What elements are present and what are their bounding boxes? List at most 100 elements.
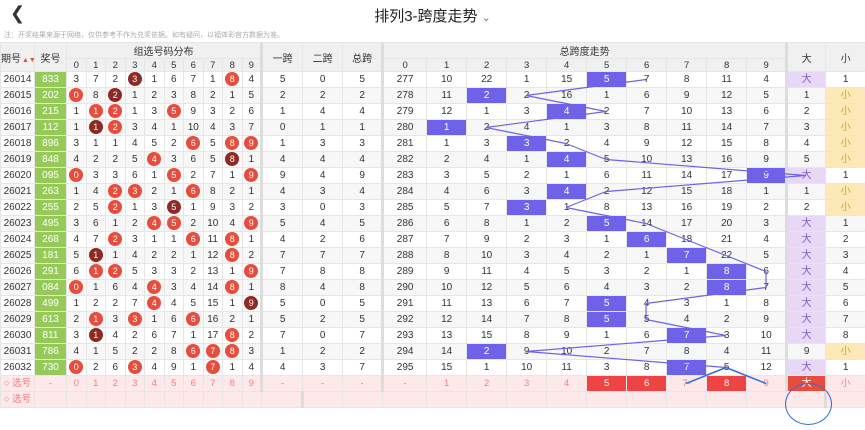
big-cell: 4 [785,135,827,152]
select-digit-4[interactable]: 4 [144,375,165,392]
dist-cell-0: 0 [66,359,87,376]
dist-cell-6: 6 [183,135,204,152]
select-prize: - [34,375,67,392]
select-digit-3[interactable]: 3 [124,375,145,392]
small-cell: 小 [825,87,865,104]
trend-cell-5: 8 [586,199,628,216]
trend-cell-6: 6 [626,87,668,104]
dist-cell-8: 8 [222,71,243,88]
select-digit-1[interactable]: 1 [85,375,106,392]
total-cell: 4 [342,151,384,168]
dist-cell-2: 2 [105,87,126,104]
sort-icon[interactable]: ▲▼ [22,56,35,64]
select-row: ○ 选号 -0 1 2 3 4 5 6 7 8 9- - - -1 2 3 4 5 6 7- 8 9 大小 [0,375,865,392]
prize-cell: 268 [34,231,67,248]
trend-cell-5: 1 [586,87,628,104]
select-span-3[interactable]: 3 [506,375,548,392]
select-big[interactable]: 大 [785,375,827,392]
trend-cell-8: 12 [706,87,748,104]
digit-header-6: 6 [183,58,204,72]
dist-cell-4: 2 [144,87,165,104]
trend-cell-8: 20 [706,215,748,232]
hit-ball: 1 [88,120,103,135]
small-cell: 小 [825,183,865,200]
select-digit-8[interactable]: 8 [222,375,243,392]
dist-cell-9: 9 [241,135,263,152]
trend-cell-1: 10 [426,71,468,88]
select-cell [261,391,304,408]
select-span-2[interactable]: 2 [466,375,508,392]
hit-ball: 5 [166,216,181,231]
dist-cell-5: 4 [163,295,184,312]
select-digit-0[interactable]: 0 [66,375,87,392]
span2-cell: 4 [302,151,344,168]
select-label[interactable]: ○ 选号 [0,375,35,392]
select-small[interactable]: 小 [825,375,865,392]
select-cell [222,391,243,408]
dist-cell-2: 2 [105,183,126,200]
table-row: 26019 848 4 2 2 5 4 3 6 5 8 1 4 4 4 282 2 4 1 4 5 10 13 16 9 5 小 [0,151,865,168]
hit-ball: 9 [244,264,259,279]
trend-cell-4: 6 [546,279,588,296]
span2-cell: 7 [302,247,344,264]
dist-cell-9: 2 [241,247,263,264]
issue-cell: 26019 [0,151,35,168]
select-digit-7[interactable]: 7 [202,375,223,392]
trend-cell-8: 4 [706,343,748,360]
trend-cell-3: 3 [506,247,548,264]
trend-cell-3: 1 [506,71,548,88]
dist-cell-9: 7 [241,119,263,136]
span1-cell: 1 [260,135,304,152]
select-span-8[interactable]: 8 [706,375,748,392]
dist-cell-0: 1 [66,119,87,136]
dist-cell-8: 1 [222,295,243,312]
trend-cell-6: 6 [626,327,668,344]
span2-cell: 3 [302,183,344,200]
chevron-left-icon[interactable]: ❮ [10,3,26,23]
select-cell [466,391,508,408]
dist-cell-6: 6 [183,231,204,248]
dist-cell-6: 1 [183,199,204,216]
select-digit-9[interactable]: 9 [241,375,263,392]
prize-cell: 833 [34,71,67,88]
select-span-5[interactable]: 5 [586,375,628,392]
dist-cell-3: 3 [124,311,145,328]
select-label-2[interactable]: ○ 选号 [0,391,35,408]
dist-cell-7: 12 [202,247,223,264]
trend-cell-3: 2 [506,167,548,184]
small-cell: 1 [825,215,865,232]
trend-cell-1: 1 [426,119,468,136]
dist-cell-9: 1 [241,231,263,248]
select-span-4[interactable]: 4 [546,375,588,392]
dist-cell-5: 5 [163,199,184,216]
trend-cell-4: 4 [546,151,588,168]
select-digit-5[interactable]: 5 [163,375,184,392]
dist-cell-5: 3 [163,279,184,296]
span1-cell: 1 [260,103,304,120]
select-digit-2[interactable]: 2 [105,375,126,392]
trend-cell-7: 7 [666,247,708,264]
dist-cell-8: 1 [222,167,243,184]
col-issue[interactable]: 期号▲▼ [0,42,35,72]
span1-cell: 8 [260,279,304,296]
select-span-9[interactable]: 9 [746,375,788,392]
span1-cell: 7 [260,327,304,344]
digit-header-1: 1 [85,58,106,72]
select-span-1[interactable]: 1 [426,375,468,392]
select-digit-6[interactable]: 6 [183,375,204,392]
hit-ball: 6 [186,136,201,151]
total-cell: 8 [342,263,384,280]
select-span-6[interactable]: 6 [626,375,668,392]
span2-cell: 3 [302,359,344,376]
dist-cell-1: 1 [85,247,106,264]
page-title[interactable]: 排列3-跨度走势 ⌄ [374,8,491,25]
trend-cell-0: 293 [381,327,428,344]
dist-cell-7: 2 [202,87,223,104]
dist-cell-0: 3 [66,71,87,88]
dist-cell-3: 3 [124,71,145,88]
select-span-7[interactable]: 7- [666,375,708,392]
dist-cell-0: 6 [66,263,87,280]
trend-header-6: 6 [626,58,668,72]
trend-cell-3: 3 [506,199,548,216]
dist-cell-9: 6 [241,103,263,120]
